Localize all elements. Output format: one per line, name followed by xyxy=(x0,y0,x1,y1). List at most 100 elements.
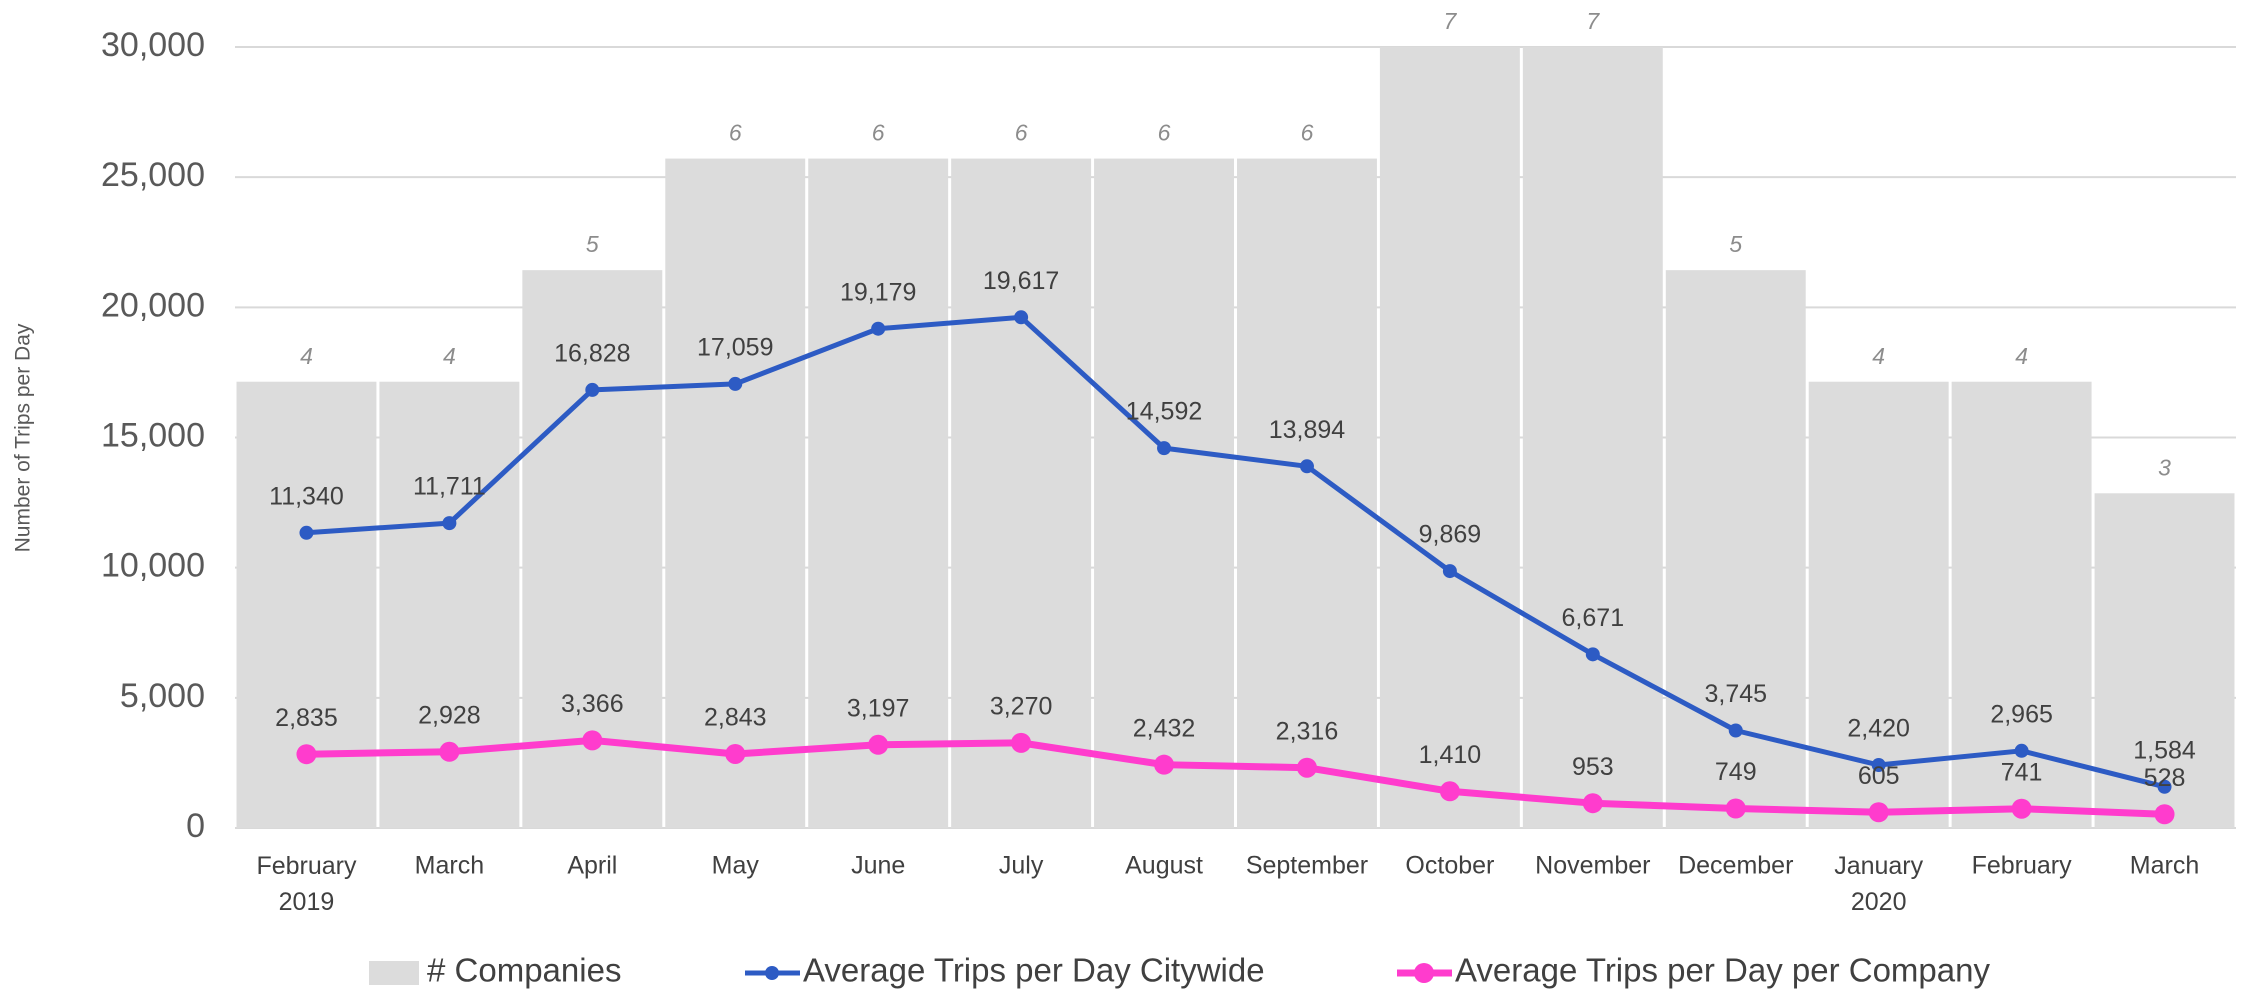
legend-swatch xyxy=(1414,963,1434,983)
point xyxy=(728,376,743,391)
data-label: 2,843 xyxy=(704,704,767,732)
x-tick-label: June xyxy=(851,852,905,880)
point xyxy=(1014,310,1029,325)
data-label: 2,432 xyxy=(1133,714,1196,742)
bar-label: 6 xyxy=(872,120,885,146)
data-label: 1,410 xyxy=(1419,741,1482,769)
bar xyxy=(1379,47,1520,828)
y-tick-label: 30,000 xyxy=(101,26,205,64)
bar-label: 6 xyxy=(1015,120,1028,146)
data-label: 2,835 xyxy=(275,704,338,732)
point xyxy=(2011,798,2032,819)
point xyxy=(1296,757,1317,778)
x-tick-label: February xyxy=(1972,852,2073,880)
point xyxy=(585,382,600,397)
point xyxy=(1725,798,1746,819)
point xyxy=(2157,779,2172,794)
point xyxy=(1299,459,1314,474)
x-tick-label: July xyxy=(999,852,1044,880)
line xyxy=(306,314,2166,790)
x-tick-label: February 2019 xyxy=(256,852,357,916)
bar xyxy=(951,158,1092,829)
point xyxy=(1154,754,1175,775)
x-tick-label: December xyxy=(1678,852,1793,880)
point xyxy=(2014,743,2029,758)
point xyxy=(1868,802,1889,823)
data-label: 6,671 xyxy=(1562,604,1625,632)
point xyxy=(1157,441,1172,456)
y-tick-label: 15,000 xyxy=(101,416,205,454)
y-tick-label: 10,000 xyxy=(101,547,205,585)
bar-label: 5 xyxy=(1729,231,1742,257)
bar-label: 3 xyxy=(2158,454,2171,480)
x-tick-label: March xyxy=(2130,852,2199,880)
data-label: 2,420 xyxy=(1847,715,1910,743)
y-axis-label: Number of Trips per Day xyxy=(12,323,35,552)
bar-label: 4 xyxy=(2015,343,2028,369)
point xyxy=(582,730,603,751)
data-label: 19,179 xyxy=(840,278,916,306)
point xyxy=(1439,781,1460,802)
point xyxy=(1011,732,1032,753)
data-label: 17,059 xyxy=(697,334,773,362)
bar xyxy=(808,158,949,829)
legend-label: Average Trips per Day Citywide xyxy=(803,952,1265,989)
point xyxy=(299,525,314,540)
data-label: 3,197 xyxy=(847,694,910,722)
y-tick-label: 5,000 xyxy=(120,677,205,715)
x-tick-label: May xyxy=(712,852,760,880)
data-label: 2,316 xyxy=(1276,717,1339,745)
legend-swatch xyxy=(765,966,779,980)
x-tick-label: November xyxy=(1535,852,1650,880)
point xyxy=(868,734,889,755)
lines xyxy=(296,310,2175,825)
point xyxy=(442,516,457,531)
point xyxy=(1582,793,1603,814)
x-tick-label: October xyxy=(1405,852,1494,880)
data-label: 528 xyxy=(2144,764,2186,792)
line xyxy=(306,736,2165,818)
bar-label: 7 xyxy=(1443,8,1457,34)
data-label: 9,869 xyxy=(1419,521,1482,549)
point xyxy=(725,743,746,764)
y-tick-label: 0 xyxy=(186,807,205,845)
x-tick-label: January 2020 xyxy=(1834,852,1923,916)
bar xyxy=(2094,493,2235,828)
x-tick-label: August xyxy=(1125,852,1203,880)
bar-label: 6 xyxy=(1301,120,1314,146)
bar xyxy=(1522,47,1663,828)
bar-label: 4 xyxy=(1872,343,1885,369)
legend-swatch xyxy=(369,961,419,985)
bar xyxy=(665,158,806,829)
bar-label: 6 xyxy=(1158,120,1171,146)
data-label: 605 xyxy=(1858,762,1900,790)
data-label: 953 xyxy=(1572,753,1614,781)
bar-label: 7 xyxy=(1586,8,1600,34)
point xyxy=(439,741,460,762)
bar xyxy=(1237,158,1377,829)
data-label: 11,340 xyxy=(269,482,344,510)
point xyxy=(296,744,317,765)
data-label: 19,617 xyxy=(983,267,1059,295)
point xyxy=(1871,757,1886,772)
bar-label: 4 xyxy=(300,343,313,369)
point xyxy=(1585,647,1600,662)
data-label: 741 xyxy=(2001,758,2043,786)
data-label: 3,745 xyxy=(1704,680,1767,708)
point xyxy=(871,321,886,336)
point xyxy=(2154,804,2175,825)
data-label: 11,711 xyxy=(413,473,486,501)
data-label: 1,584 xyxy=(2133,736,2196,764)
data-label: 16,828 xyxy=(554,340,630,368)
bar-label: 5 xyxy=(586,231,599,257)
data-label: 749 xyxy=(1715,758,1757,786)
x-tick-label: September xyxy=(1246,852,1368,880)
data-label: 14,592 xyxy=(1126,398,1202,426)
point xyxy=(1728,723,1743,738)
legend-label: # Companies xyxy=(427,952,621,989)
data-label: 2,928 xyxy=(418,701,481,729)
data-label: 3,270 xyxy=(990,692,1053,720)
y-tick-label: 25,000 xyxy=(101,156,205,194)
data-label: 3,366 xyxy=(561,690,624,718)
